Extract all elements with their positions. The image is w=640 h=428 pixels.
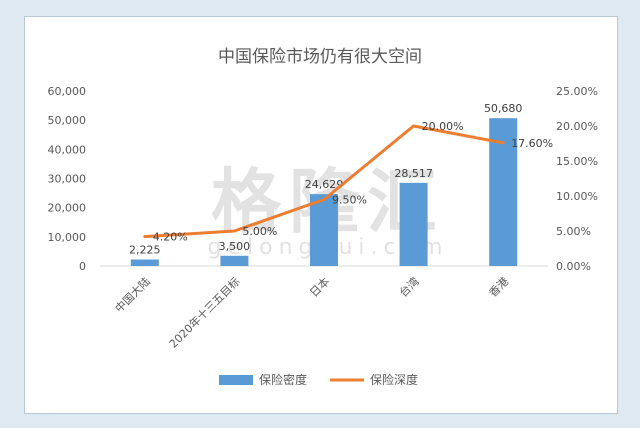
line-point xyxy=(232,229,236,233)
line-point xyxy=(412,124,416,128)
legend: 保险密度 保险深度 xyxy=(219,372,418,387)
line-data-label: 20.00% xyxy=(422,120,464,133)
y-left-tick-label: 10,000 xyxy=(48,231,87,244)
x-category-label: 中国大陆 xyxy=(112,274,153,315)
legend-line-label: 保险深度 xyxy=(370,372,418,387)
y-right-tick-label: 15.00% xyxy=(556,155,598,168)
line-series: 4.20% 5.00% 9.50% 20.00% 17.60% xyxy=(143,120,553,244)
y-right-tick-label: 20.00% xyxy=(556,120,598,133)
left-axis: 0 10,000 20,000 30,000 40,000 50,000 60,000 xyxy=(48,85,87,273)
bar xyxy=(399,182,428,266)
y-left-tick-label: 20,000 xyxy=(48,202,87,215)
y-left-tick-label: 50,000 xyxy=(48,114,87,127)
x-category-label: 香港 xyxy=(487,275,512,300)
bar-data-label: 3,500 xyxy=(219,240,251,253)
line-data-label: 5.00% xyxy=(242,225,277,238)
y-right-tick-label: 25.00% xyxy=(556,85,598,98)
y-left-tick-label: 40,000 xyxy=(48,143,87,156)
bar-data-label: 28,517 xyxy=(394,167,433,180)
bar xyxy=(130,259,159,266)
y-right-tick-label: 0.00% xyxy=(556,260,591,273)
bar xyxy=(220,255,249,266)
x-category-label: 日本 xyxy=(307,274,332,299)
x-category-label: 台湾 xyxy=(396,274,421,299)
chart-title: 中国保险市场仍有很大空间 xyxy=(218,47,422,67)
y-right-tick-label: 10.00% xyxy=(556,190,598,203)
y-left-tick-label: 30,000 xyxy=(48,173,87,186)
bar-series: 2,225 3,500 24,629 28,517 50,680 xyxy=(129,102,522,266)
line-point xyxy=(143,235,147,239)
y-left-tick-label: 60,000 xyxy=(48,85,87,98)
line-point xyxy=(322,198,326,201)
x-axis-categories: 中国大陆 2020年十三五目标 日本 台湾 香港 xyxy=(112,274,511,350)
line-point xyxy=(501,141,505,145)
line-data-label: 4.20% xyxy=(153,231,188,244)
right-axis: 0.00% 5.00% 10.00% 15.00% 20.00% 25.00% xyxy=(556,85,598,273)
line-data-label: 17.60% xyxy=(511,137,553,150)
y-right-tick-label: 5.00% xyxy=(556,225,591,238)
bar-data-label: 2,225 xyxy=(129,244,161,257)
y-left-tick-label: 0 xyxy=(79,260,86,273)
bar xyxy=(310,194,338,266)
bar-data-label: 50,680 xyxy=(484,102,523,115)
legend-bar-label: 保险密度 xyxy=(259,372,307,387)
bar-data-label: 24,629 xyxy=(305,178,344,191)
x-category-label: 2020年十三五目标 xyxy=(166,274,242,350)
line-data-label: 9.50% xyxy=(332,194,367,207)
legend-bar-swatch xyxy=(219,375,253,385)
